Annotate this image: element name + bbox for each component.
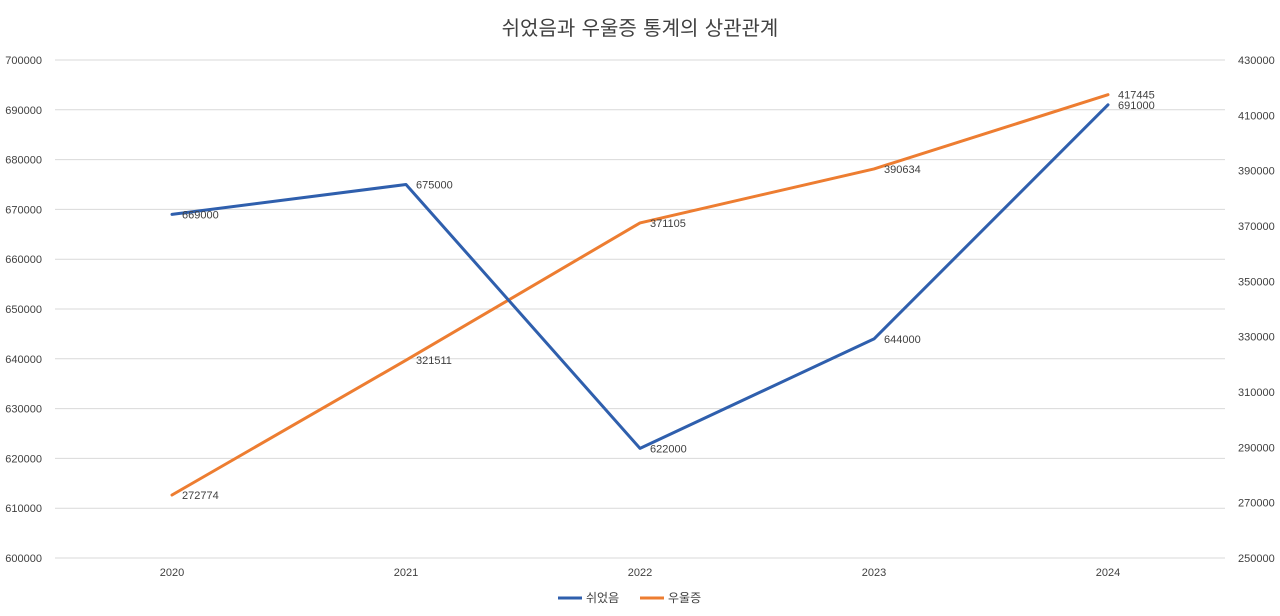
x-tick-label: 2021	[394, 567, 418, 579]
legend-label: 우울증	[668, 591, 701, 605]
data-label: 390634	[884, 164, 921, 176]
data-label: 644000	[884, 334, 921, 346]
right-y-tick-label: 290000	[1238, 442, 1275, 454]
series-lines	[170, 93, 1110, 497]
legend-item-depression[interactable]: 우울증	[640, 591, 701, 605]
data-labels: 669000 675000 622000 644000 691000 272774 3215…	[182, 90, 1155, 502]
x-tick-label: 2023	[862, 567, 886, 579]
series-line-depression	[170, 93, 1110, 497]
gridlines	[55, 59, 1225, 559]
left-y-tick-label: 670000	[5, 204, 42, 216]
data-label: 272774	[182, 490, 219, 502]
left-y-tick-label: 660000	[5, 254, 42, 266]
data-label: 675000	[416, 180, 453, 192]
x-tick-label: 2024	[1096, 567, 1120, 579]
data-label: 321511	[416, 355, 452, 367]
series-line-rest	[170, 103, 1110, 450]
right-y-tick-label: 410000	[1238, 110, 1275, 122]
right-y-tick-label: 370000	[1238, 221, 1275, 233]
right-y-tick-label: 350000	[1238, 276, 1275, 288]
left-y-tick-label: 650000	[5, 304, 42, 316]
chart-title: 쉬었음과 우울증 통계의 상관관계	[502, 16, 779, 40]
x-tick-label: 2020	[160, 567, 184, 579]
right-y-tick-label: 330000	[1238, 332, 1275, 344]
data-label: 669000	[182, 209, 219, 221]
left-y-tick-label: 700000	[5, 55, 42, 67]
right-y-tick-label: 270000	[1238, 498, 1275, 510]
data-label: 371105	[650, 218, 686, 230]
legend-item-rest[interactable]: 쉬었음	[558, 591, 619, 605]
right-y-tick-label: 250000	[1238, 553, 1275, 565]
right-y-tick-label: 430000	[1238, 55, 1275, 67]
left-y-tick-label: 620000	[5, 453, 42, 465]
right-y-tick-label: 310000	[1238, 387, 1275, 399]
data-label: 691000	[1118, 100, 1155, 112]
data-label: 417445	[1118, 90, 1155, 102]
right-y-axis: 250000 270000 290000 310000 330000 350000 3700…	[1238, 55, 1275, 565]
legend-label: 쉬었음	[586, 591, 619, 605]
x-tick-label: 2022	[628, 567, 652, 579]
legend[interactable]: 쉬었음 우울증	[558, 591, 701, 605]
left-y-tick-label: 610000	[5, 503, 42, 515]
left-y-tick-label: 630000	[5, 404, 42, 416]
left-y-tick-label: 680000	[5, 155, 42, 167]
right-y-tick-label: 390000	[1238, 166, 1275, 178]
x-axis: 2020 2021 2022 2023 2024	[160, 567, 1120, 579]
left-y-tick-label: 640000	[5, 354, 42, 366]
left-y-axis: 600000 610000 620000 630000 640000 650000 6600…	[5, 55, 42, 565]
data-label: 622000	[650, 443, 687, 455]
left-y-tick-label: 600000	[5, 553, 42, 565]
left-y-tick-label: 690000	[5, 105, 42, 117]
